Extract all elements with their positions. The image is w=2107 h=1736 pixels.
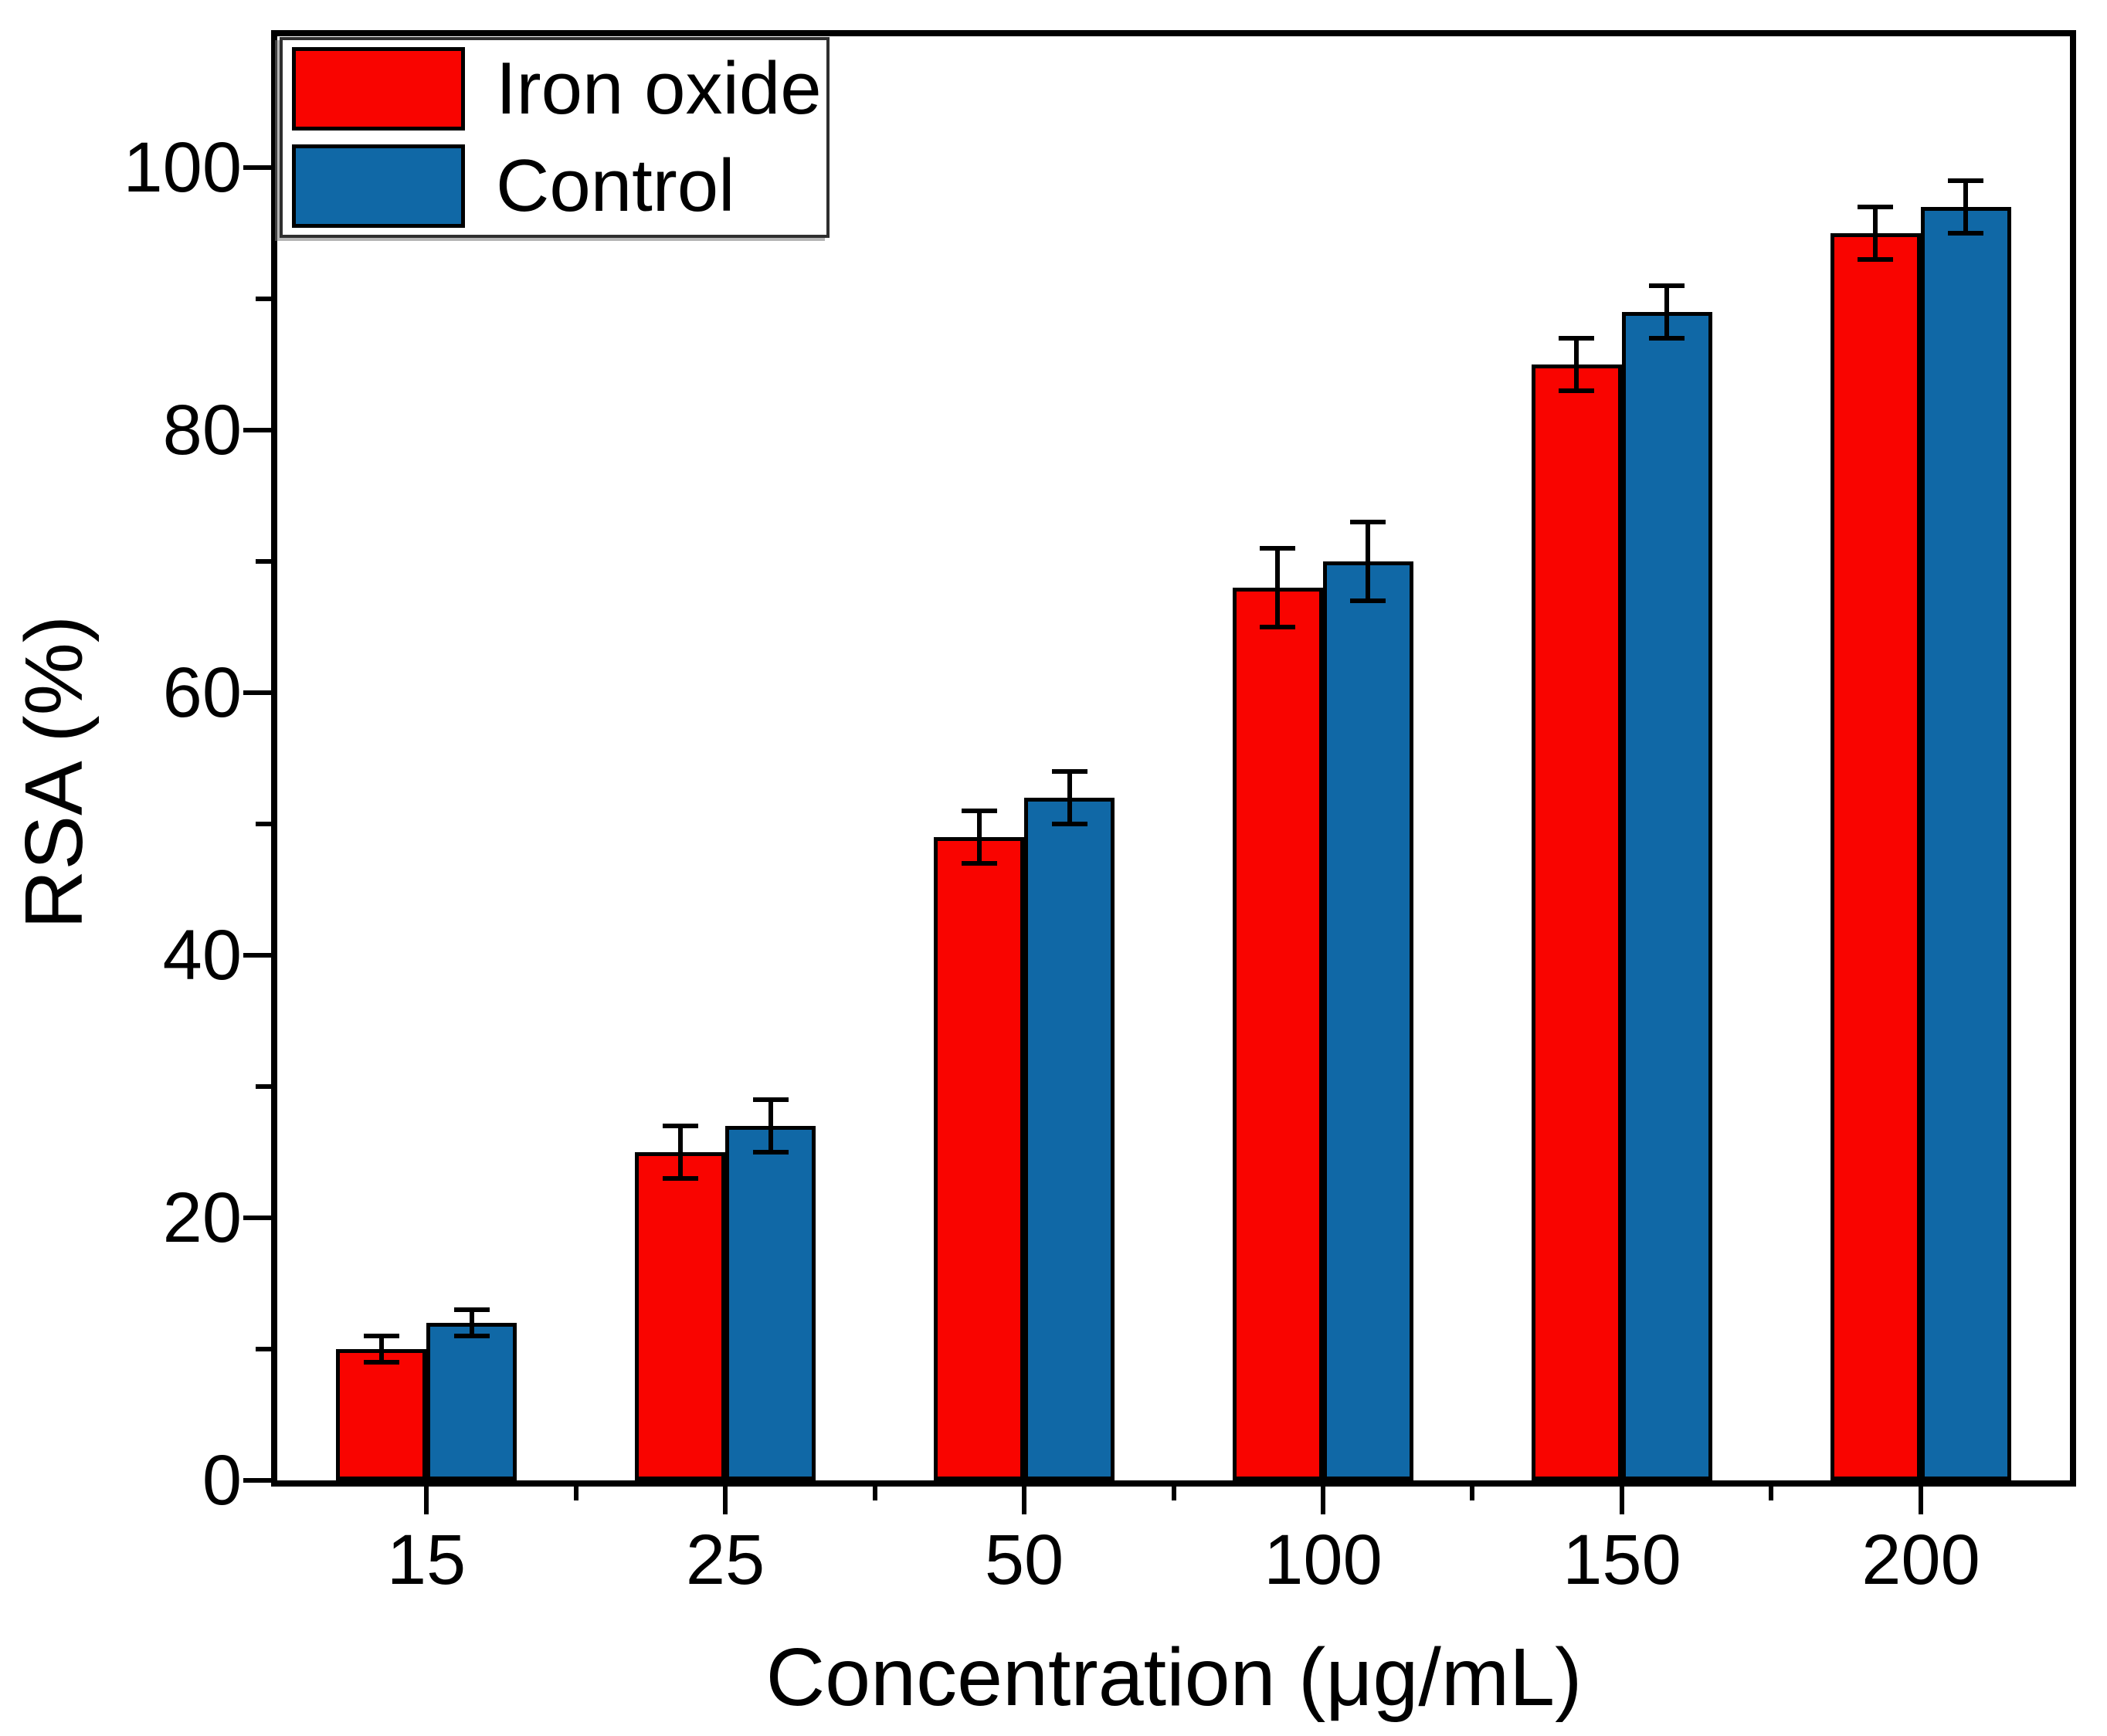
legend-label-control: Control bbox=[496, 144, 735, 227]
x-tick-label-15: 15 bbox=[386, 1521, 467, 1599]
y-minor-tick-70 bbox=[256, 559, 271, 564]
y-tick-20 bbox=[243, 1216, 271, 1220]
error-bar-iron-oxide-25-cap-top bbox=[663, 1124, 698, 1128]
x-minor-tick-1 bbox=[574, 1480, 578, 1500]
y-tick-60 bbox=[243, 690, 271, 695]
x-tick-label-50: 50 bbox=[984, 1521, 1064, 1599]
y-tick-label-20: 20 bbox=[162, 1178, 242, 1257]
error-bar-iron-oxide-150-cap-bottom bbox=[1559, 388, 1594, 393]
error-bar-control-150-cap-top bbox=[1649, 283, 1685, 288]
error-bar-iron-oxide-50-line bbox=[977, 811, 982, 863]
y-tick-label-100: 100 bbox=[123, 128, 243, 207]
error-bar-control-200-line bbox=[1963, 181, 1968, 233]
x-tick-label-150: 150 bbox=[1562, 1521, 1681, 1599]
error-bar-iron-oxide-100-cap-top bbox=[1260, 546, 1295, 551]
x-tick-200 bbox=[1919, 1480, 1923, 1514]
y-minor-tick-10 bbox=[256, 1347, 271, 1351]
legend-item-control: Control bbox=[283, 137, 826, 235]
bar-iron-oxide-100 bbox=[1233, 588, 1323, 1480]
error-bar-iron-oxide-150-line bbox=[1574, 338, 1579, 391]
error-bar-iron-oxide-100-line bbox=[1275, 548, 1280, 627]
y-tick-0 bbox=[243, 1478, 271, 1483]
error-bar-control-200-cap-top bbox=[1948, 178, 1983, 183]
legend-swatch-iron-oxide bbox=[292, 47, 465, 131]
y-tick-label-0: 0 bbox=[202, 1441, 242, 1520]
error-bar-control-200-cap-bottom bbox=[1948, 231, 1983, 236]
error-bar-iron-oxide-50-cap-bottom bbox=[962, 861, 997, 866]
y-tick-label-80: 80 bbox=[162, 391, 242, 470]
bar-iron-oxide-50 bbox=[934, 837, 1024, 1480]
y-tick-label-40: 40 bbox=[162, 916, 242, 995]
error-bar-control-100-cap-top bbox=[1350, 520, 1386, 524]
x-tick-25 bbox=[723, 1480, 728, 1514]
x-minor-tick-4 bbox=[1470, 1480, 1474, 1500]
x-tick-50 bbox=[1022, 1480, 1026, 1514]
x-tick-100 bbox=[1321, 1480, 1325, 1514]
bar-iron-oxide-150 bbox=[1532, 364, 1622, 1480]
error-bar-iron-oxide-100-cap-bottom bbox=[1260, 625, 1295, 629]
legend-item-iron-oxide: Iron oxide bbox=[283, 40, 826, 137]
error-bar-iron-oxide-15-cap-top bbox=[364, 1334, 399, 1338]
legend-label-iron-oxide: Iron oxide bbox=[496, 47, 822, 130]
y-minor-tick-30 bbox=[256, 1084, 271, 1089]
error-bar-control-15-cap-bottom bbox=[454, 1334, 490, 1338]
error-bar-control-15-cap-top bbox=[454, 1307, 490, 1312]
bar-control-200 bbox=[1921, 207, 2011, 1480]
bar-iron-oxide-15 bbox=[336, 1349, 426, 1480]
bar-control-15 bbox=[426, 1323, 517, 1480]
x-minor-tick-5 bbox=[1769, 1480, 1773, 1500]
x-tick-label-25: 25 bbox=[685, 1521, 765, 1599]
error-bar-iron-oxide-25-line bbox=[678, 1126, 683, 1178]
error-bar-control-15-line bbox=[470, 1310, 474, 1336]
error-bar-iron-oxide-200-cap-bottom bbox=[1858, 257, 1893, 262]
error-bar-iron-oxide-15-cap-bottom bbox=[364, 1360, 399, 1365]
bar-control-50 bbox=[1024, 798, 1115, 1480]
bar-control-25 bbox=[725, 1126, 816, 1480]
x-tick-label-100: 100 bbox=[1264, 1521, 1383, 1599]
x-minor-tick-2 bbox=[873, 1480, 877, 1500]
y-tick-100 bbox=[243, 165, 271, 170]
x-tick-150 bbox=[1620, 1480, 1624, 1514]
x-axis-title: Concentration (μg/mL) bbox=[765, 1632, 1583, 1723]
y-tick-40 bbox=[243, 953, 271, 958]
error-bar-control-25-cap-bottom bbox=[753, 1150, 789, 1155]
legend-swatch-control bbox=[292, 144, 465, 228]
x-tick-label-200: 200 bbox=[1861, 1521, 1980, 1599]
bar-control-150 bbox=[1622, 312, 1712, 1480]
bar-iron-oxide-200 bbox=[1830, 233, 1921, 1480]
y-minor-tick-90 bbox=[256, 297, 271, 301]
error-bar-control-50-line bbox=[1067, 771, 1072, 824]
error-bar-control-100-line bbox=[1366, 522, 1370, 601]
error-bar-control-25-cap-top bbox=[753, 1097, 789, 1102]
x-minor-tick-3 bbox=[1172, 1480, 1176, 1500]
error-bar-iron-oxide-200-cap-top bbox=[1858, 205, 1893, 209]
error-bar-control-100-cap-bottom bbox=[1350, 598, 1386, 603]
error-bar-iron-oxide-25-cap-bottom bbox=[663, 1176, 698, 1181]
legend: Iron oxide Control bbox=[280, 37, 830, 238]
error-bar-iron-oxide-200-line bbox=[1873, 207, 1878, 259]
error-bar-control-150-line bbox=[1664, 286, 1669, 338]
y-tick-label-60: 60 bbox=[162, 653, 242, 732]
error-bar-control-150-cap-bottom bbox=[1649, 336, 1685, 341]
error-bar-iron-oxide-15-line bbox=[379, 1336, 384, 1362]
plot-area-frame bbox=[271, 30, 2076, 1487]
error-bar-iron-oxide-150-cap-top bbox=[1559, 336, 1594, 341]
y-minor-tick-50 bbox=[256, 822, 271, 826]
error-bar-control-50-cap-bottom bbox=[1052, 822, 1087, 826]
bar-control-100 bbox=[1323, 561, 1413, 1480]
y-tick-80 bbox=[243, 428, 271, 432]
bar-iron-oxide-25 bbox=[635, 1152, 725, 1480]
error-bar-control-50-cap-top bbox=[1052, 769, 1087, 774]
error-bar-control-25-line bbox=[768, 1100, 773, 1152]
error-bar-iron-oxide-50-cap-top bbox=[962, 809, 997, 813]
x-tick-15 bbox=[424, 1480, 429, 1514]
